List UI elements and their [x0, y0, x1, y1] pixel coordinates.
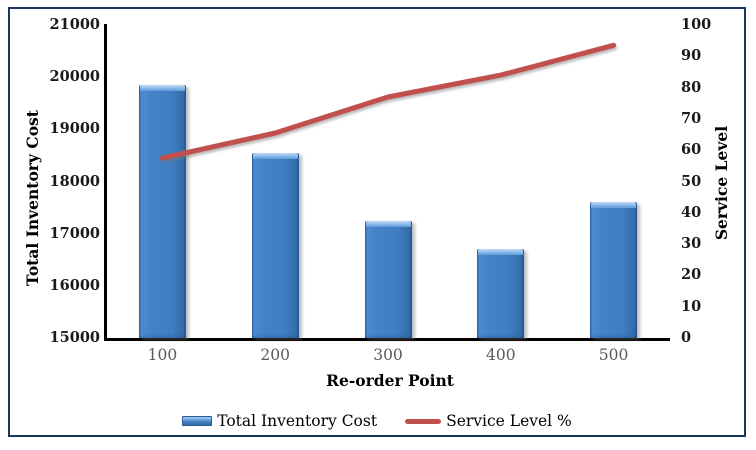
left-tick-label: 21000	[49, 16, 100, 33]
left-axis-line	[104, 24, 107, 341]
legend-item-service-level: Service Level %	[405, 412, 572, 430]
x-tick-label: 200	[260, 346, 290, 364]
legend-label-total-inventory-cost: Total Inventory Cost	[217, 412, 378, 430]
right-tick-label: 0	[681, 329, 692, 346]
bar-200	[251, 152, 299, 338]
right-tick-label: 40	[681, 203, 702, 221]
left-tick-label: 16000	[49, 276, 100, 294]
right-tick-label: 20	[681, 266, 702, 284]
x-tick-label: 500	[598, 346, 629, 364]
left-tick-label: 17000	[49, 224, 100, 242]
right-tick-label: 90	[681, 47, 702, 65]
legend-item-total-inventory-cost: Total Inventory Cost	[182, 412, 377, 430]
left-tick-label: 18000	[49, 172, 100, 190]
x-axis-line	[104, 338, 670, 341]
right-tick-label: 80	[681, 78, 702, 96]
left-tick-label: 15000	[49, 329, 100, 346]
right-tick-label: 70	[681, 109, 702, 127]
bar-100	[138, 84, 186, 338]
line-swatch-icon	[405, 418, 442, 424]
bar-swatch-icon	[182, 416, 213, 426]
left-axis-title: Total Inventory Cost	[23, 110, 42, 286]
right-tick-label: 100	[681, 16, 712, 33]
right-tick-label: 60	[681, 141, 702, 159]
legend-label-service-level: Service Level %	[446, 412, 572, 430]
x-axis-title: Re-order Point	[326, 371, 454, 390]
x-tick-label: 100	[147, 346, 178, 364]
x-tick-label: 300	[373, 346, 403, 364]
right-axis-title: Service Level	[712, 125, 731, 241]
x-tick-label: 400	[486, 346, 516, 364]
bar-500	[590, 202, 638, 338]
bar-400	[477, 249, 525, 338]
legend: Total Inventory Cost Service Level %	[8, 409, 746, 433]
right-tick-label: 30	[681, 235, 702, 253]
bar-300	[364, 220, 412, 338]
left-tick-label: 19000	[49, 120, 100, 138]
left-tick-label: 20000	[49, 68, 100, 86]
right-tick-label: 10	[681, 297, 702, 315]
right-tick-label: 50	[681, 172, 702, 190]
